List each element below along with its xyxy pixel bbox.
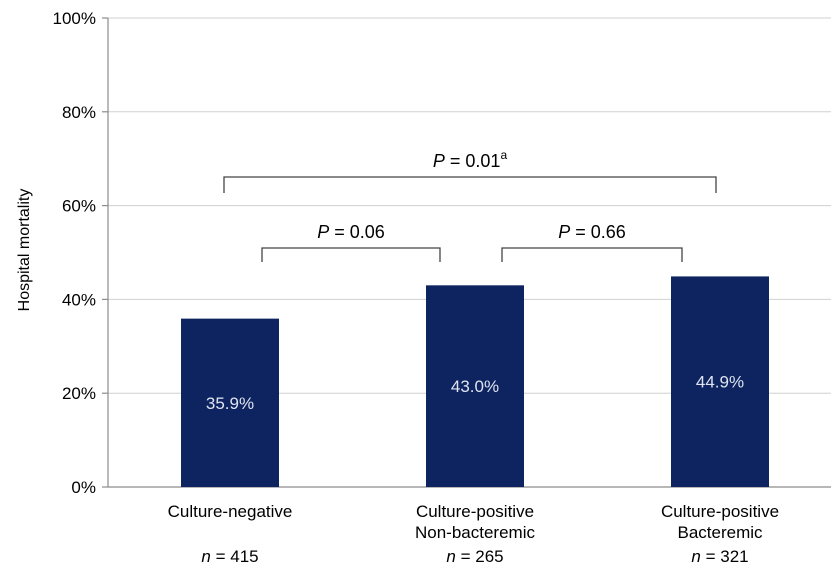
y-tick-label: 0% <box>71 478 96 497</box>
p-value-label: P = 0.01a <box>433 148 508 171</box>
y-tick-label: 100% <box>53 9 96 28</box>
data-label: 35.9% <box>206 394 254 413</box>
y-axis-label: Hospital mortality <box>16 189 33 312</box>
bar <box>181 318 279 487</box>
y-tick-label: 40% <box>62 290 96 309</box>
sample-size-label: n = 321 <box>691 547 748 566</box>
category-label-line2: Non-bacteremic <box>415 523 535 542</box>
category-label: Culture-positive <box>416 502 534 521</box>
data-label: 44.9% <box>696 373 744 392</box>
y-tick-label: 80% <box>62 103 96 122</box>
significance-bracket <box>501 247 683 262</box>
sample-size-label: n = 265 <box>446 547 503 566</box>
bar <box>671 276 769 487</box>
category-label: Culture-positive <box>661 502 779 521</box>
significance-bracket <box>261 247 441 262</box>
p-value-label: P = 0.66 <box>558 222 626 242</box>
p-value-label: P = 0.06 <box>317 222 385 242</box>
data-label: 43.0% <box>451 377 499 396</box>
category-label: Culture-negative <box>168 502 293 521</box>
y-tick-label: 60% <box>62 197 96 216</box>
y-tick-label: 20% <box>62 384 96 403</box>
sample-size-label: n = 415 <box>201 547 258 566</box>
bar <box>426 285 524 487</box>
category-label-line2: Bacteremic <box>677 523 763 542</box>
significance-bracket <box>223 176 717 193</box>
